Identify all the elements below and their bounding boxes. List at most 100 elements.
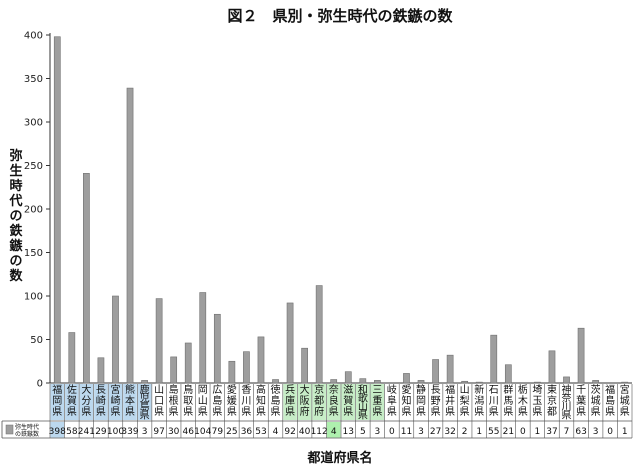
- bar: [83, 173, 90, 384]
- value-label: 241: [78, 427, 95, 437]
- category-label: 石川県: [489, 385, 499, 418]
- value-label: 97: [153, 427, 164, 437]
- value-label: 30: [168, 427, 180, 437]
- value-label: 1: [476, 427, 482, 437]
- category-label: 岡山県: [198, 384, 208, 418]
- bar: [417, 380, 425, 384]
- y-tick-label: 400: [24, 31, 43, 42]
- category-label: 千葉県: [576, 384, 586, 418]
- category-highlight: [65, 384, 79, 420]
- value-label: 92: [284, 427, 295, 437]
- category-label: 福島県: [605, 383, 615, 418]
- bar: [126, 87, 134, 384]
- bar: [53, 36, 61, 384]
- bar: [184, 342, 192, 384]
- bar: [432, 359, 439, 384]
- value-label: 40: [299, 427, 311, 437]
- bar: [344, 371, 352, 384]
- bar: [374, 380, 381, 384]
- bar: [68, 332, 76, 384]
- y-tick-label: 300: [24, 118, 43, 129]
- category-highlight: [50, 384, 65, 420]
- category-highlight: [356, 384, 370, 420]
- value-label: 398: [49, 427, 66, 437]
- bars: [53, 36, 629, 384]
- value-label: 339: [121, 427, 138, 437]
- category-highlight: [297, 384, 312, 420]
- category-label: 宮城県: [620, 383, 630, 418]
- bar: [286, 302, 294, 384]
- category-label: 岐阜県: [387, 383, 397, 418]
- bar: [112, 295, 119, 384]
- value-label: 2: [462, 427, 468, 437]
- category-label: 徳島県: [271, 383, 281, 418]
- category-label: 香川県: [241, 384, 251, 418]
- category-label: 佐賀県: [67, 384, 77, 418]
- value-label: 112: [311, 427, 328, 437]
- bar: [155, 298, 163, 384]
- category-label: 広島県: [212, 383, 222, 418]
- bar: [446, 354, 454, 384]
- y-tick-label: 0: [37, 379, 43, 390]
- category-label: 長崎県: [96, 384, 106, 418]
- bar: [170, 356, 178, 384]
- category-label: 宮崎県: [110, 383, 120, 418]
- category-highlights: [50, 384, 385, 420]
- value-label: 4: [331, 427, 337, 437]
- category-label: 茨城県: [591, 383, 601, 418]
- y-tick-label: 350: [24, 74, 43, 85]
- value-label: 21: [503, 427, 514, 437]
- category-label: 愛知県: [401, 383, 411, 418]
- value-label: 1: [535, 427, 541, 437]
- y-tick-label: 200: [24, 205, 43, 216]
- category-label: 鳥取県: [183, 383, 193, 418]
- value-label: 25: [226, 427, 237, 437]
- category-label: 東京都: [547, 383, 557, 418]
- bar: [592, 380, 599, 384]
- category-highlight: [370, 384, 385, 420]
- chart-title: 図２ 県別・弥生時代の鉄鏃の数: [227, 7, 453, 25]
- bar: [577, 327, 585, 384]
- bar: [490, 334, 498, 384]
- bar: [330, 379, 338, 384]
- value-label: 3: [142, 427, 148, 437]
- value-label: 7: [564, 427, 570, 437]
- value-label: 29: [95, 427, 107, 437]
- category-highlight: [123, 384, 137, 420]
- category-highlight: [108, 384, 123, 420]
- category-label: 大分県: [81, 383, 91, 418]
- bar: [257, 336, 265, 384]
- category-label: 福岡県: [52, 383, 62, 418]
- value-label: 55: [488, 427, 499, 437]
- y-tick-label: 100: [24, 292, 43, 303]
- category-label: 高知県: [256, 383, 266, 418]
- category-label: 新潟県: [474, 383, 484, 418]
- value-label: 3: [375, 427, 381, 437]
- bar: [548, 350, 556, 384]
- value-label: 46: [182, 427, 194, 437]
- bar: [228, 360, 236, 384]
- bar: [315, 285, 323, 384]
- category-label: 長野県: [431, 384, 441, 418]
- value-label: 5: [360, 427, 366, 437]
- y-tick-label: 50: [30, 335, 43, 346]
- bar: [475, 381, 483, 384]
- category-label: 滋賀県: [343, 383, 353, 418]
- x-axis-label: 都道府県名: [306, 450, 372, 466]
- category-label: 埼玉県: [532, 383, 542, 418]
- category-highlight: [283, 384, 297, 420]
- bar: [359, 378, 367, 384]
- bar: [213, 313, 221, 384]
- value-label: 58: [66, 427, 78, 437]
- category-label: 大阪府: [300, 383, 310, 418]
- value-label: 11: [401, 427, 412, 437]
- bar: [272, 379, 279, 384]
- category-label: 島根県: [169, 383, 179, 418]
- category-label: 奈良県: [329, 383, 339, 418]
- value-cell-highlight: [50, 422, 65, 438]
- bar: [141, 380, 148, 384]
- bar: [504, 364, 512, 384]
- category-label: 山口県: [154, 384, 164, 418]
- category-label: 福井県: [445, 383, 455, 418]
